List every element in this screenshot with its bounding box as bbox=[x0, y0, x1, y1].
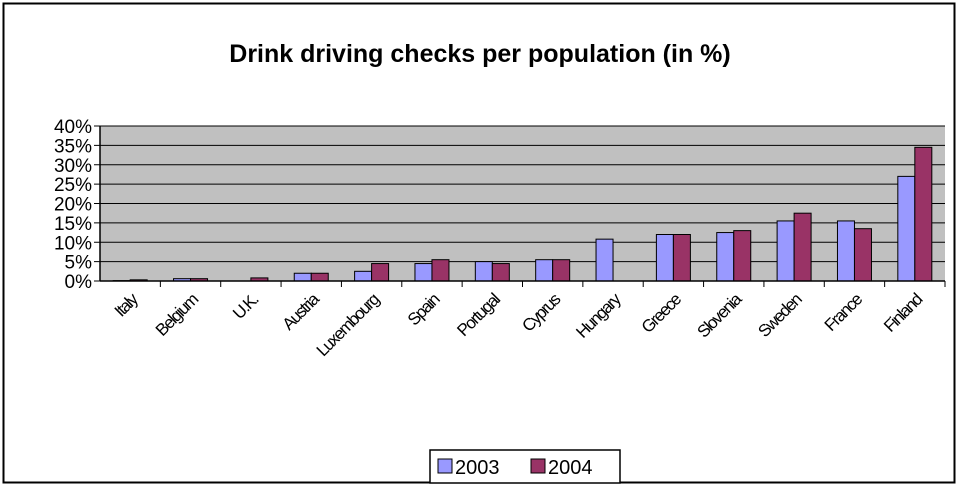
y-axis-tick-labels: 0%5%10%15%20%25%30%35%40% bbox=[54, 117, 92, 293]
bar-2004-luxembourg bbox=[371, 263, 390, 282]
bar-2004-slovenia bbox=[733, 230, 752, 282]
bar-2004-finland bbox=[914, 146, 933, 282]
bar-2004-cyprus bbox=[552, 259, 571, 282]
bar-2003-portugal bbox=[474, 261, 493, 282]
legend-box bbox=[429, 449, 621, 484]
y-tick-label: 25% bbox=[54, 175, 92, 196]
y-tick-label: 20% bbox=[54, 195, 92, 216]
y-tick-label: 40% bbox=[54, 117, 92, 138]
bar-2003-sweden bbox=[776, 220, 795, 282]
bar-2003-greece bbox=[655, 234, 674, 282]
bar-2004-greece bbox=[672, 234, 691, 282]
bar-2003-austria bbox=[293, 272, 312, 282]
y-tick-label: 35% bbox=[54, 136, 92, 157]
bar-2003-cyprus bbox=[535, 259, 554, 282]
y-tick-label: 10% bbox=[54, 233, 92, 254]
bar-2004-spain bbox=[431, 259, 450, 282]
y-tick-label: 30% bbox=[54, 156, 92, 177]
legend: 2003 2004 bbox=[429, 449, 621, 484]
bar-2003-finland bbox=[897, 175, 916, 282]
bar-2003-hungary bbox=[595, 238, 614, 282]
bar-2004-portugal bbox=[491, 263, 510, 282]
y-tick-label: 5% bbox=[65, 253, 93, 274]
bar-2003-france bbox=[836, 220, 855, 282]
bar-2004-sweden bbox=[793, 212, 812, 282]
legend-swatch-2004 bbox=[530, 458, 546, 474]
legend-swatch-2003 bbox=[437, 458, 453, 474]
bar-2003-slovenia bbox=[716, 232, 735, 282]
bar-2003-spain bbox=[414, 263, 433, 282]
legend-label-2004: 2004 bbox=[548, 457, 593, 479]
bar-2003-luxembourg bbox=[354, 270, 373, 282]
chart-title: Drink driving checks per population (in … bbox=[229, 40, 730, 68]
legend-label-2003: 2003 bbox=[455, 457, 500, 479]
y-tick-label: 0% bbox=[65, 272, 93, 293]
bar-2004-france bbox=[853, 228, 872, 282]
bar-2004-austria bbox=[310, 272, 329, 282]
y-tick-label: 15% bbox=[54, 214, 92, 235]
